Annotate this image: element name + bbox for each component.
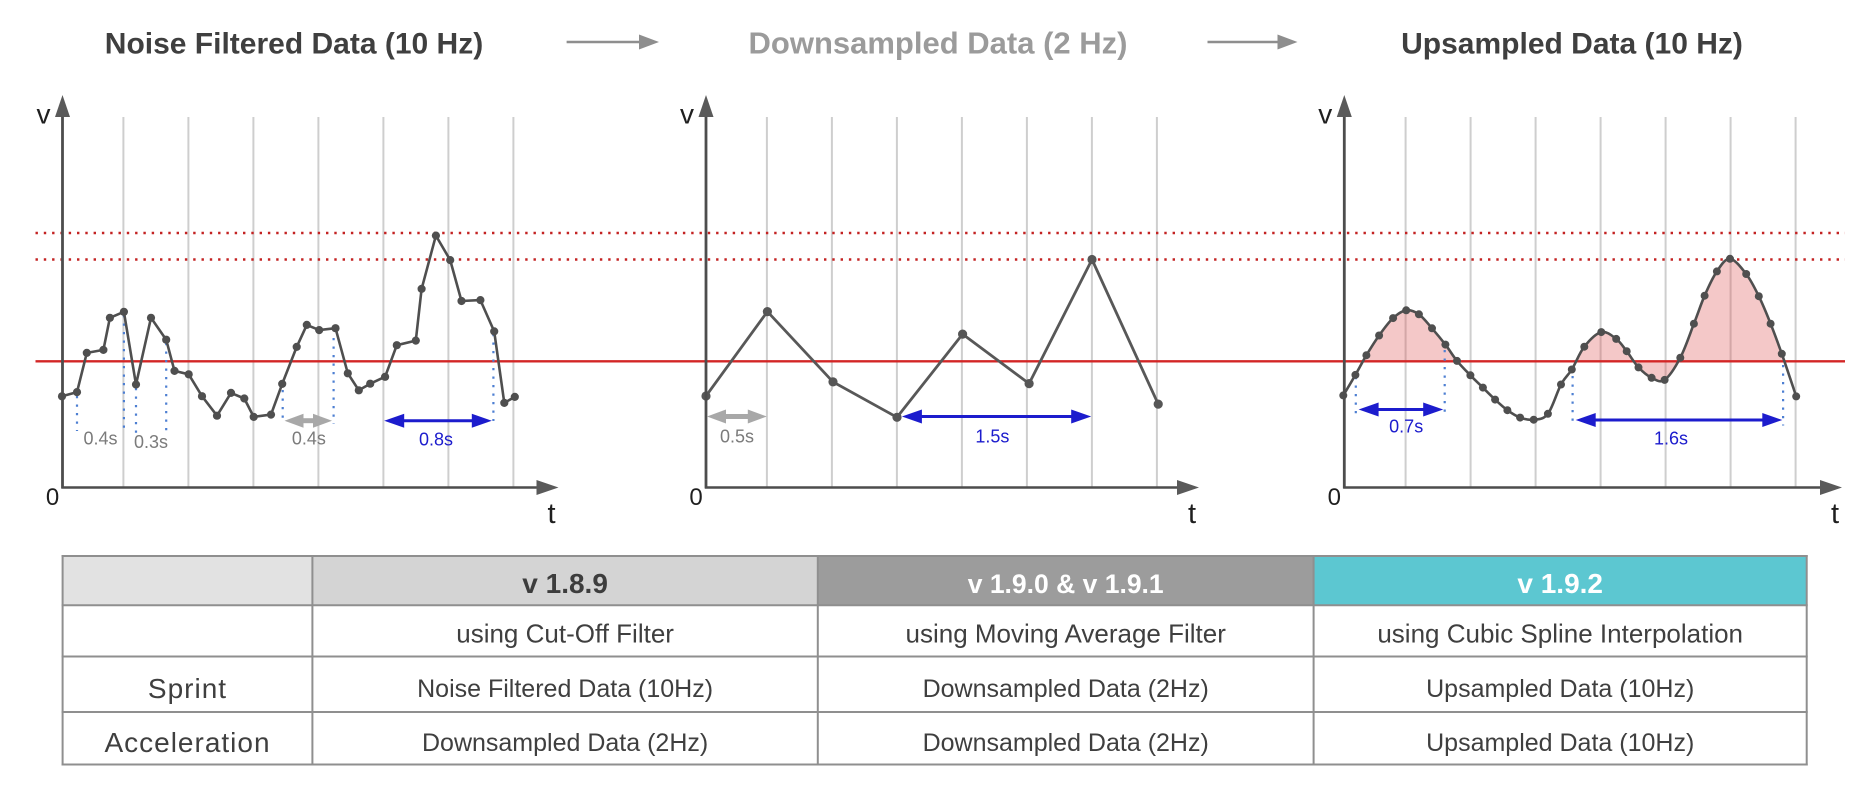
svg-text:0.4s: 0.4s xyxy=(292,429,326,449)
svg-text:0: 0 xyxy=(689,484,702,511)
svg-text:t: t xyxy=(1188,498,1196,530)
svg-text:Acceleration: Acceleration xyxy=(104,727,270,758)
svg-text:v 1.9.2: v 1.9.2 xyxy=(1517,568,1603,599)
svg-text:Downsampled Data (2Hz): Downsampled Data (2Hz) xyxy=(422,729,708,757)
svg-text:v 1.9.0 & v 1.9.1: v 1.9.0 & v 1.9.1 xyxy=(968,569,1164,599)
svg-text:Upsampled Data (10Hz): Upsampled Data (10Hz) xyxy=(1426,675,1694,703)
svg-text:Downsampled Data (2 Hz): Downsampled Data (2 Hz) xyxy=(749,26,1128,61)
svg-text:using Cut-Off Filter: using Cut-Off Filter xyxy=(456,618,674,648)
svg-text:Upsampled Data (10Hz): Upsampled Data (10Hz) xyxy=(1426,729,1694,757)
svg-text:0: 0 xyxy=(46,484,59,511)
svg-text:1.5s: 1.5s xyxy=(975,427,1009,447)
svg-text:Downsampled Data (2Hz): Downsampled Data (2Hz) xyxy=(923,729,1209,757)
svg-text:Noise Filtered Data (10Hz): Noise Filtered Data (10Hz) xyxy=(417,675,713,703)
svg-text:Downsampled Data (2Hz): Downsampled Data (2Hz) xyxy=(923,675,1209,703)
svg-text:t: t xyxy=(547,498,555,530)
svg-text:v: v xyxy=(1318,99,1332,130)
svg-text:0.5s: 0.5s xyxy=(720,427,754,447)
svg-text:0.3s: 0.3s xyxy=(134,432,168,452)
svg-text:Sprint: Sprint xyxy=(148,673,227,704)
svg-text:Noise Filtered Data (10 Hz): Noise Filtered Data (10 Hz) xyxy=(105,28,483,61)
svg-text:0.8s: 0.8s xyxy=(419,430,453,450)
svg-text:1.6s: 1.6s xyxy=(1654,429,1688,449)
svg-text:using Moving Average Filter: using Moving Average Filter xyxy=(906,618,1227,648)
svg-text:0.7s: 0.7s xyxy=(1389,417,1423,437)
svg-text:v 1.8.9: v 1.8.9 xyxy=(522,568,608,599)
svg-text:t: t xyxy=(1831,498,1839,530)
svg-text:Upsampled Data (10 Hz): Upsampled Data (10 Hz) xyxy=(1401,28,1743,61)
svg-text:v: v xyxy=(37,99,51,130)
svg-text:using Cubic Spline Interpolati: using Cubic Spline Interpolation xyxy=(1377,618,1743,648)
svg-text:0.4s: 0.4s xyxy=(83,429,117,449)
svg-text:0: 0 xyxy=(1328,484,1341,511)
svg-text:v: v xyxy=(680,99,694,130)
